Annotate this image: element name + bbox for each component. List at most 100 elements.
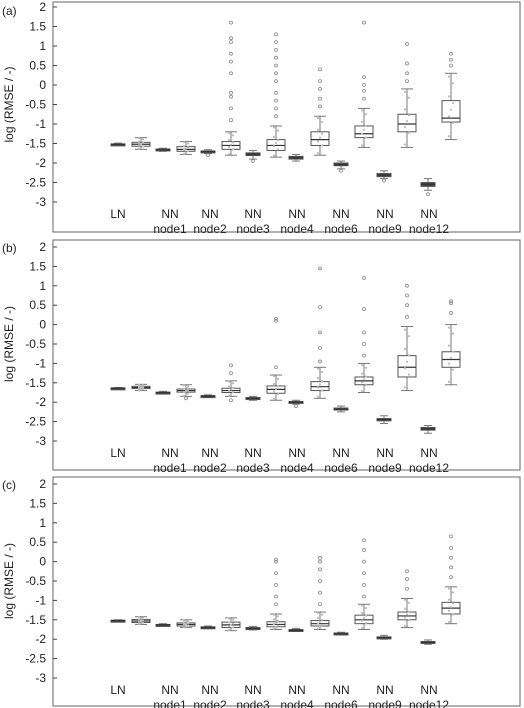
- data-point: [229, 383, 233, 386]
- x-category-label: NN node6: [324, 446, 358, 475]
- data-point: [184, 147, 188, 150]
- data-point: [407, 601, 411, 604]
- y-tick-label: -3: [35, 671, 46, 685]
- y-tick-label: 1.5: [29, 259, 46, 273]
- y-tick-label: -0.5: [25, 574, 46, 588]
- data-point: [451, 82, 455, 85]
- data-point: [231, 148, 235, 151]
- outlier-point: [449, 299, 453, 304]
- data-point: [407, 354, 411, 357]
- data-point: [316, 128, 320, 131]
- data-point: [405, 102, 409, 105]
- outlier-point: [449, 565, 453, 570]
- box: [441, 100, 461, 123]
- data-point: [320, 132, 324, 135]
- outlier-point: [449, 575, 453, 580]
- data-point: [451, 368, 455, 371]
- data-point: [139, 142, 143, 146]
- data-point: [320, 618, 324, 621]
- data-point: [227, 621, 231, 624]
- data-point: [139, 146, 143, 149]
- data-point: [137, 620, 141, 623]
- data-point: [403, 616, 407, 619]
- outlier-point: [274, 114, 278, 119]
- data-point: [186, 142, 190, 145]
- data-point: [447, 344, 451, 347]
- data-point: [272, 613, 276, 616]
- outlier-point: [318, 555, 322, 560]
- data-point: [449, 128, 453, 131]
- data-point: [227, 617, 231, 620]
- data-point: [362, 117, 366, 120]
- y-axis-label: log (RMSE / -): [2, 306, 16, 382]
- x-category-label: LN: [110, 683, 125, 697]
- data-point: [449, 338, 453, 341]
- data-point: [276, 385, 280, 388]
- outlier-point: [274, 318, 278, 323]
- outlier-point: [362, 548, 366, 552]
- box: [397, 355, 417, 378]
- outlier-point: [274, 571, 278, 576]
- outlier-point: [274, 106, 278, 111]
- data-point: [318, 373, 322, 377]
- x-category-label: NN node12: [409, 207, 449, 236]
- outlier-point: [405, 283, 409, 288]
- outlier-point: [229, 106, 233, 111]
- x-category-label: NN node1: [153, 207, 187, 236]
- data-point: [231, 618, 235, 621]
- outlier-point: [274, 63, 278, 68]
- data-point: [407, 114, 411, 117]
- data-point: [139, 617, 143, 620]
- data-point: [227, 389, 231, 393]
- outlier-point: [274, 40, 278, 44]
- data-point: [403, 598, 407, 602]
- data-point: [449, 108, 453, 111]
- data-point: [186, 150, 190, 153]
- outlier-point: [362, 559, 366, 564]
- data-point: [186, 622, 190, 625]
- outlier-point: [274, 48, 278, 52]
- panel-label: (a): [2, 4, 17, 18]
- data-point: [360, 627, 364, 630]
- x-category-label: NN node4: [280, 207, 314, 236]
- data-point: [360, 612, 364, 615]
- outlier-point: [294, 404, 298, 408]
- x-category-label: NN node9: [368, 683, 402, 708]
- data-point: [360, 144, 364, 147]
- outlier-point: [229, 51, 233, 56]
- data-point: [227, 394, 231, 397]
- data-point: [318, 124, 322, 128]
- data-point: [403, 108, 407, 111]
- data-point: [360, 120, 364, 124]
- data-point: [362, 378, 366, 381]
- data-point: [139, 139, 143, 142]
- x-category-label: NN node4: [280, 683, 314, 708]
- data-point: [137, 615, 141, 619]
- data-point: [227, 625, 231, 628]
- data-point: [407, 96, 411, 99]
- y-tick-label: -1: [35, 593, 46, 607]
- data-point: [182, 623, 186, 626]
- data-point: [272, 145, 276, 148]
- data-point: [405, 604, 409, 607]
- data-point: [407, 131, 411, 134]
- data-point: [364, 384, 368, 387]
- data-point: [141, 384, 145, 387]
- data-point: [320, 389, 324, 392]
- y-tick-label: -2.5: [25, 415, 46, 429]
- data-point: [362, 369, 366, 372]
- data-point: [360, 381, 364, 384]
- data-point: [449, 594, 453, 598]
- data-point: [403, 607, 407, 610]
- data-point: [316, 611, 320, 615]
- outlier-point: [405, 79, 409, 83]
- data-point: [182, 141, 186, 144]
- data-point: [272, 382, 276, 385]
- data-point: [407, 373, 411, 376]
- data-point: [229, 627, 233, 630]
- outlier-point: [362, 594, 366, 599]
- data-point: [320, 613, 324, 616]
- data-point: [447, 95, 451, 98]
- data-point: [184, 393, 188, 396]
